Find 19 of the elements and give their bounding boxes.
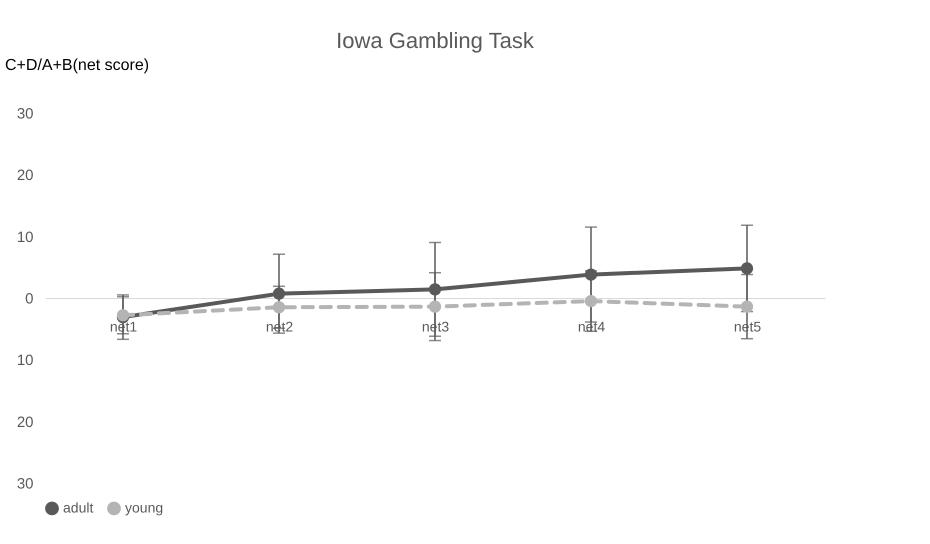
point — [272, 288, 286, 300]
legend-label: adult — [63, 499, 94, 516]
point — [584, 268, 598, 281]
y-axis-title: C+D/A+B(net score) — [5, 57, 150, 74]
point — [740, 300, 754, 313]
point — [428, 283, 442, 296]
point — [272, 301, 286, 314]
y-tick-label: 30 — [16, 476, 34, 492]
y-tick-label: 30 — [16, 106, 34, 122]
point — [428, 300, 442, 313]
y-tick-label: 10 — [16, 352, 34, 370]
y-tick-label: 20 — [16, 414, 34, 431]
legend-label: young — [125, 499, 164, 516]
y-tick-label: 10 — [16, 228, 34, 246]
point — [740, 262, 754, 275]
y-tick-label: 20 — [16, 167, 34, 184]
chart-title: Iowa Gambling Task — [336, 28, 535, 53]
point — [584, 294, 598, 308]
y-tick-label: 0 — [25, 290, 34, 308]
